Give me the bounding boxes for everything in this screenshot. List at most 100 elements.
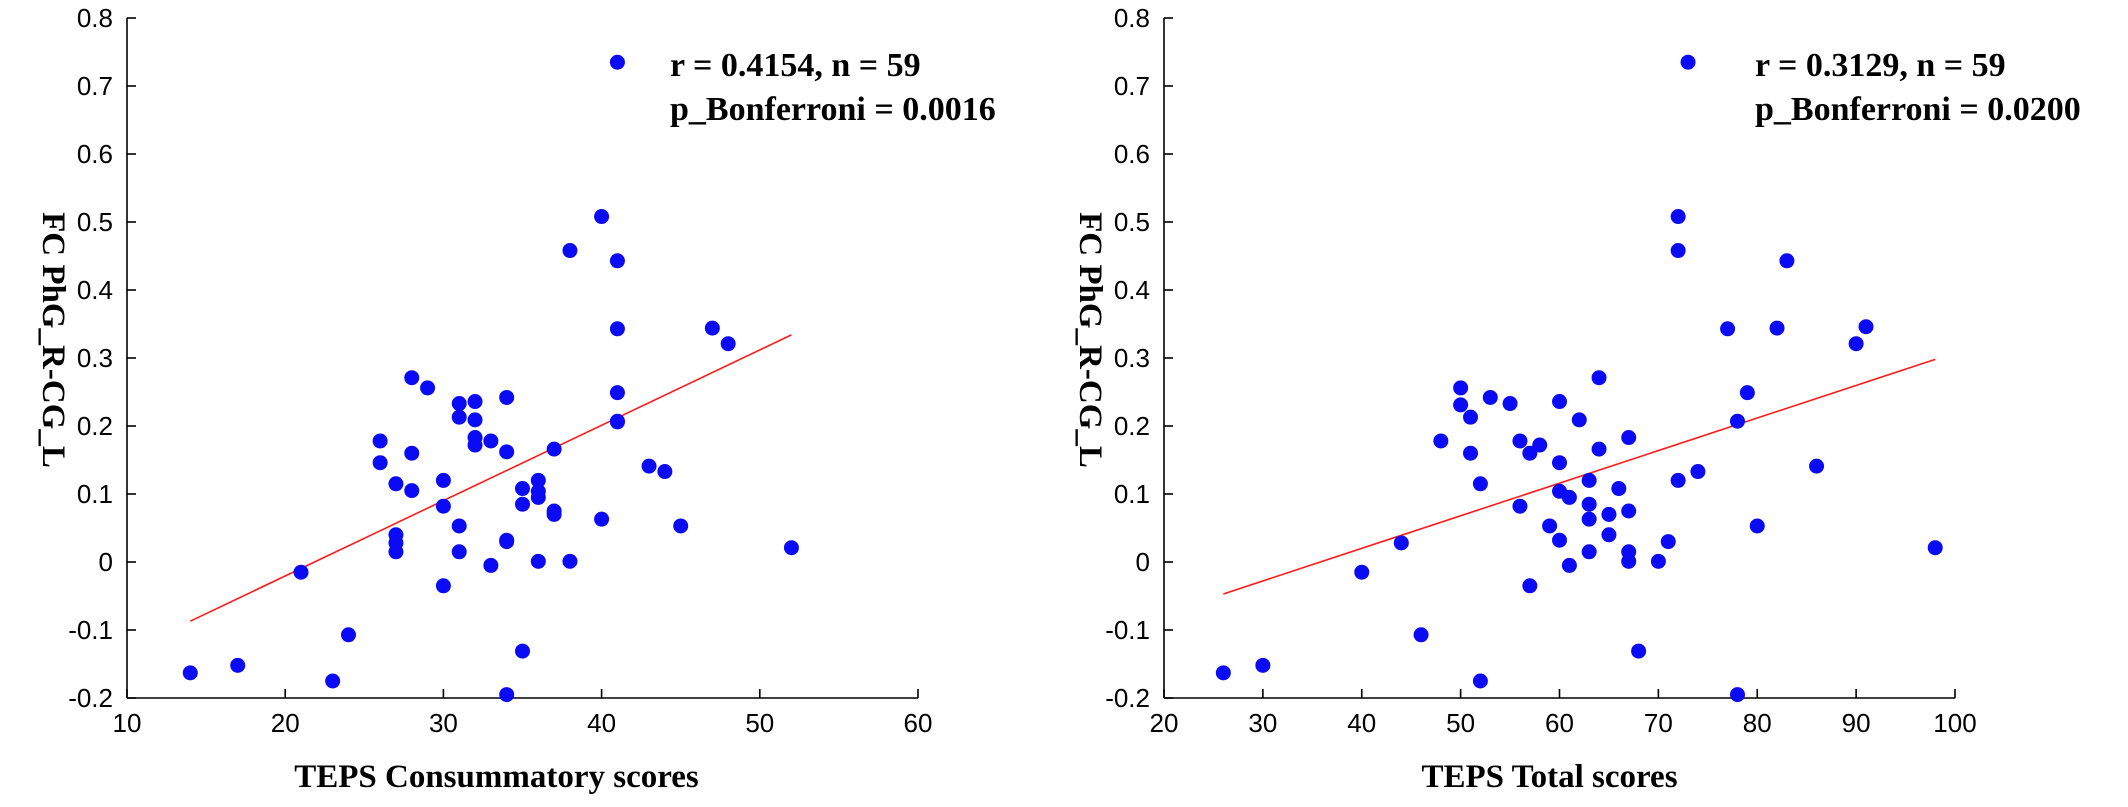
data-point xyxy=(372,455,388,471)
data-point xyxy=(1472,673,1488,689)
data-point xyxy=(1433,433,1449,449)
data-point xyxy=(1680,54,1696,70)
data-point xyxy=(1858,319,1874,335)
y-tick-label: -0.2 xyxy=(1105,683,1150,713)
data-point xyxy=(1631,643,1647,659)
data-point xyxy=(1472,476,1488,492)
y-tick-label: 0.5 xyxy=(1114,207,1150,237)
data-point xyxy=(499,687,515,703)
x-tick-label: 20 xyxy=(1150,708,1179,738)
data-point xyxy=(1453,397,1469,413)
x-tick-label: 40 xyxy=(587,708,616,738)
data-point xyxy=(1650,553,1666,569)
x-tick-label: 10 xyxy=(113,708,142,738)
y-tick-label: 0.6 xyxy=(1114,139,1150,169)
chart-panel-2: -0.2 -0.1 0 0.1 0.2 0.3 0.4 0.5 0.6 0.7 0.8 20 30 40 5… xyxy=(1072,3,2081,795)
data-point xyxy=(609,54,625,70)
data-point xyxy=(1453,380,1469,396)
data-point xyxy=(1621,503,1637,519)
data-point xyxy=(435,578,451,594)
data-point xyxy=(1581,544,1597,560)
data-point xyxy=(1601,527,1617,543)
y-tick-label: 0.8 xyxy=(1114,3,1150,33)
data-point xyxy=(515,496,530,512)
data-point xyxy=(451,518,467,534)
data-point xyxy=(1729,687,1745,703)
data-point xyxy=(404,370,420,386)
x-tick-label: 60 xyxy=(904,708,933,738)
data-point xyxy=(1809,458,1825,474)
data-point xyxy=(720,336,736,352)
data-point xyxy=(1690,464,1706,480)
data-point xyxy=(1670,243,1686,259)
data-point xyxy=(1660,534,1676,550)
data-point xyxy=(1482,389,1498,405)
data-point xyxy=(594,511,610,527)
y-tick-label: -0.1 xyxy=(1105,615,1150,645)
data-point xyxy=(1621,430,1637,446)
data-point xyxy=(451,409,467,425)
data-point xyxy=(1512,433,1528,449)
y-tick-label: 0.6 xyxy=(77,139,113,169)
regression-line xyxy=(1223,358,1936,595)
data-point xyxy=(1720,321,1736,337)
data-point xyxy=(1502,396,1518,412)
x-tick-label: 30 xyxy=(1248,708,1277,738)
x-tick-label: 90 xyxy=(1842,708,1871,738)
data-point xyxy=(657,464,673,480)
data-point xyxy=(467,412,483,428)
data-point xyxy=(609,321,625,337)
data-point xyxy=(1215,665,1231,681)
data-point xyxy=(1463,445,1479,461)
data-point xyxy=(451,396,467,412)
y-tick-label: 0.7 xyxy=(77,71,113,101)
data-point xyxy=(1561,489,1577,505)
data-point xyxy=(388,544,404,560)
data-point xyxy=(404,445,420,461)
data-point xyxy=(404,483,420,499)
y-tick-label: 0.4 xyxy=(1114,275,1150,305)
data-point xyxy=(325,673,341,689)
data-point xyxy=(1769,320,1785,336)
data-point xyxy=(1522,578,1538,594)
data-point xyxy=(1463,409,1479,425)
data-point xyxy=(1670,472,1686,488)
data-point xyxy=(1749,518,1765,534)
x-tick-label: 20 xyxy=(271,708,300,738)
data-point xyxy=(1522,445,1538,461)
data-point xyxy=(483,433,499,449)
data-point xyxy=(1571,412,1587,428)
x-axis-label: TEPS Consummatory scores xyxy=(294,759,699,795)
x-tick-label: 100 xyxy=(1933,708,1976,738)
data-point xyxy=(1779,253,1795,269)
data-point xyxy=(515,643,530,659)
data-point xyxy=(388,476,404,492)
data-point xyxy=(530,553,546,569)
data-point xyxy=(1621,553,1637,569)
y-axis-label: FC PhG_R-CG_L xyxy=(35,212,71,468)
x-tick-label: 60 xyxy=(1545,708,1574,738)
data-point xyxy=(546,506,562,522)
data-point xyxy=(435,472,451,488)
data-point xyxy=(1739,385,1755,401)
data-point xyxy=(1927,540,1943,556)
data-point xyxy=(609,253,625,269)
data-point xyxy=(1581,511,1597,527)
x-tick-label: 40 xyxy=(1347,708,1376,738)
data-point xyxy=(499,534,515,550)
data-point xyxy=(340,627,356,643)
data-point xyxy=(609,414,625,430)
y-tick-label: 0.3 xyxy=(77,343,113,373)
data-point xyxy=(1552,394,1567,410)
y-tick-label: -0.1 xyxy=(68,615,113,645)
data-point xyxy=(1611,481,1627,497)
data-point xyxy=(483,557,499,573)
x-tick-label: 70 xyxy=(1644,708,1673,738)
data-point xyxy=(1848,336,1864,352)
data-point xyxy=(293,564,309,580)
y-tick-label: 0.3 xyxy=(1114,343,1150,373)
data-point xyxy=(1670,209,1686,225)
data-point xyxy=(562,243,578,259)
data-point xyxy=(1729,413,1745,429)
data-point xyxy=(372,433,388,449)
